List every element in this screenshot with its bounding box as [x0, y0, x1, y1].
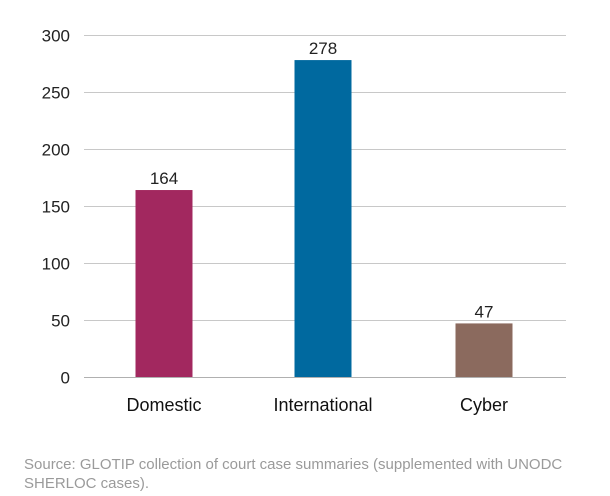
x-category-label: International	[273, 395, 372, 415]
y-tick-label: 200	[42, 141, 70, 160]
data-label: 47	[475, 302, 494, 321]
bar-cyber	[455, 323, 513, 377]
data-label: 164	[150, 169, 178, 188]
data-labels: 164 278 47	[150, 39, 494, 321]
x-axis-category-labels: Domestic International Cyber	[126, 395, 508, 415]
y-tick-label: 100	[42, 255, 70, 274]
x-category-label: Domestic	[126, 395, 201, 415]
source-note: Source: GLOTIP collection of court case …	[24, 456, 563, 492]
y-tick-label: 50	[51, 312, 70, 331]
y-tick-label: 300	[42, 27, 70, 46]
y-tick-label: 150	[42, 198, 70, 217]
bars	[135, 60, 513, 378]
bar-domestic	[135, 190, 193, 377]
bar-international	[294, 60, 352, 378]
y-tick-label: 0	[61, 369, 70, 388]
bar-chart: 0 50 100 150 200 250 300 164 278 47 Domestic Inte…	[42, 27, 566, 415]
y-tick-label: 250	[42, 84, 70, 103]
y-axis-tick-labels: 0 50 100 150 200 250 300	[42, 27, 70, 388]
x-category-label: Cyber	[460, 395, 508, 415]
data-label: 278	[309, 39, 337, 58]
